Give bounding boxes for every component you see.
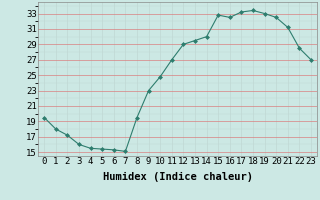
- X-axis label: Humidex (Indice chaleur): Humidex (Indice chaleur): [103, 172, 252, 182]
